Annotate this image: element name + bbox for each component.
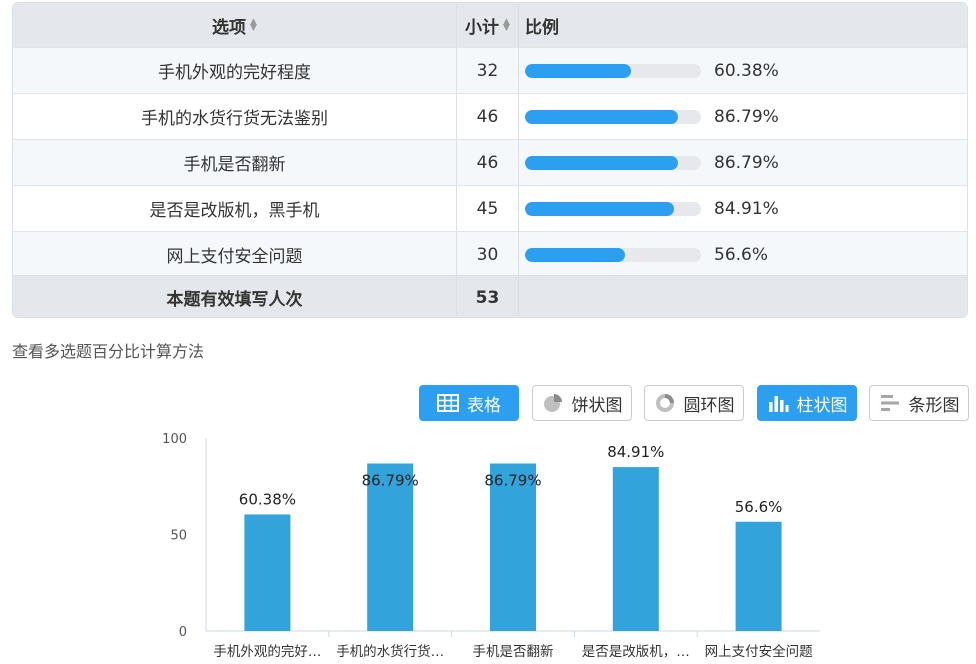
- x-tick-label: 手机的水货行货…: [336, 643, 444, 660]
- y-tick-label: 100: [162, 432, 187, 447]
- chart-bar: [367, 463, 414, 631]
- bar-view-button[interactable]: 条形图: [869, 385, 969, 421]
- percent-label: 84.91%: [714, 198, 779, 219]
- ring-view-label: 圆环图: [683, 395, 735, 416]
- count-cell: 46: [457, 94, 519, 139]
- data-label: 86.79%: [362, 471, 419, 489]
- chart-bar: [490, 463, 536, 631]
- percent-label: 86.79%: [714, 106, 779, 127]
- ratio-cell: 56.6%: [519, 232, 967, 277]
- percent-label: 60.38%: [714, 60, 779, 81]
- count-cell: 45: [457, 186, 519, 231]
- progress-track: [525, 109, 701, 124]
- pie-view-button[interactable]: 饼状图: [532, 385, 632, 421]
- count-cell: 30: [457, 232, 519, 277]
- progress-track: [525, 247, 701, 262]
- x-tick-label: 是否是改版机，…: [582, 644, 690, 660]
- table-row: 手机外观的完好程度 32 60.38%: [13, 47, 967, 93]
- results-table: 选项 ▲ ▼ 小计 ▲ ▼ 比例 手机外观的完好程度 32 60.38% 手机的水货…: [12, 2, 968, 318]
- option-header[interactable]: 选项 ▲ ▼: [13, 3, 457, 47]
- data-label: 56.6%: [735, 498, 783, 516]
- calc-method-link[interactable]: 查看多选题百分比计算方法: [12, 342, 205, 361]
- data-label: 84.91%: [607, 443, 664, 461]
- option-cell: 网上支付安全问题: [13, 232, 457, 277]
- table-header: 选项 ▲ ▼ 小计 ▲ ▼ 比例: [13, 3, 967, 47]
- table-row: 手机是否翻新 46 86.79%: [13, 139, 967, 185]
- option-cell: 手机外观的完好程度: [13, 48, 457, 93]
- table-row: 网上支付安全问题 30 56.6%: [13, 231, 967, 277]
- table-row: 是否是改版机，黑手机 45 84.91%: [13, 185, 967, 231]
- count-cell: 46: [457, 140, 519, 185]
- percent-label: 86.79%: [714, 152, 779, 173]
- ratio-header-label: 比例: [525, 17, 559, 38]
- chart-bar: [735, 521, 782, 631]
- data-label: 86.79%: [484, 471, 541, 489]
- ring-view-button[interactable]: 圆环图: [644, 385, 744, 421]
- count-header[interactable]: 小计 ▲ ▼: [457, 3, 519, 47]
- y-tick-label: 0: [179, 625, 187, 640]
- column-view-button[interactable]: 柱状图: [757, 385, 857, 421]
- progress-fill: [525, 201, 675, 216]
- option-cell: 是否是改版机，黑手机: [13, 186, 457, 231]
- progress-track: [525, 63, 701, 78]
- x-tick-label: 网上支付安全问题: [705, 643, 813, 660]
- option-cell: 手机的水货行货无法鉴别: [13, 94, 457, 139]
- footer-label: 本题有效填写人次: [13, 276, 457, 317]
- y-tick-label: 50: [170, 529, 187, 544]
- sort-icon[interactable]: ▲ ▼: [503, 17, 510, 33]
- data-label: 60.38%: [239, 490, 296, 508]
- bar-view-label: 条形图: [908, 395, 960, 416]
- option-cell: 手机是否翻新: [13, 140, 457, 185]
- count-cell: 32: [457, 48, 519, 93]
- column-chart-icon: [768, 396, 788, 412]
- table-view-label: 表格: [467, 395, 501, 416]
- progress-track: [525, 155, 701, 170]
- ratio-cell: 86.79%: [519, 140, 967, 185]
- ratio-header: 比例: [519, 3, 967, 47]
- table-icon: [437, 394, 459, 412]
- ratio-cell: 86.79%: [519, 94, 967, 139]
- ratio-cell: 84.91%: [519, 186, 967, 231]
- table-view-button[interactable]: 表格: [419, 385, 519, 421]
- x-tick-label: 手机外观的完好…: [213, 644, 321, 660]
- progress-fill: [525, 109, 678, 124]
- x-tick-label: 手机是否翻新: [473, 644, 554, 660]
- count-header-label: 小计: [465, 17, 500, 38]
- ring-chart-icon: [655, 394, 674, 412]
- pie-chart-icon: [543, 394, 562, 412]
- table-row: 手机的水货行货无法鉴别 46 86.79%: [13, 93, 967, 139]
- pie-view-label: 饼状图: [571, 395, 623, 416]
- progress-fill: [525, 247, 625, 262]
- sort-icon[interactable]: ▲ ▼: [250, 17, 257, 33]
- option-header-label: 选项: [212, 17, 247, 38]
- chart-bar: [244, 514, 291, 631]
- percent-label: 56.6%: [714, 244, 769, 265]
- ratio-cell: 60.38%: [519, 48, 967, 93]
- progress-fill: [525, 155, 678, 170]
- footer-count: 53: [457, 276, 519, 317]
- table-footer: 本题有效填写人次 53: [13, 275, 967, 317]
- progress-fill: [525, 63, 632, 78]
- chart-bar: [612, 467, 659, 631]
- bar-chart-icon: [880, 395, 899, 411]
- progress-track: [525, 201, 701, 216]
- column-view-label: 柱状图: [796, 395, 848, 416]
